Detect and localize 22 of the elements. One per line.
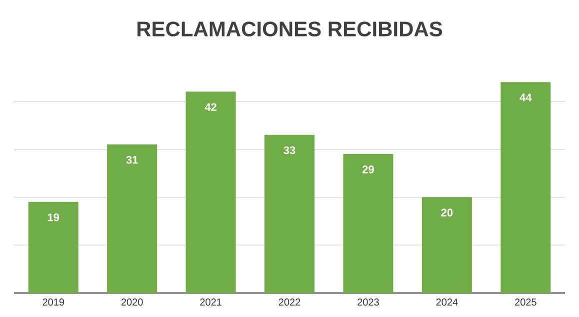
x-tick-label: 2024 [436,298,458,306]
x-tick-label: 2019 [42,298,64,306]
data-label: 31 [126,156,138,164]
bar [343,154,394,293]
bar [500,82,551,293]
bar [107,144,158,293]
data-label: 29 [362,166,374,174]
x-tick-label: 2022 [278,298,300,306]
bar [28,202,78,293]
bar [422,197,472,293]
bar [264,134,314,293]
x-tick-label: 2023 [358,298,379,306]
data-label: 42 [204,103,216,111]
data-label: 19 [48,213,60,222]
x-tick-label: 2021 [200,298,222,306]
x-tick-label: 2020 [121,298,143,306]
bar [186,92,236,293]
data-label: 20 [441,208,453,216]
data-label: 33 [284,146,296,154]
chart-title: RECLAMACIONES RECIBIDAS [137,22,442,36]
data-label: 44 [520,94,532,102]
x-tick-label: 2025 [515,298,536,306]
